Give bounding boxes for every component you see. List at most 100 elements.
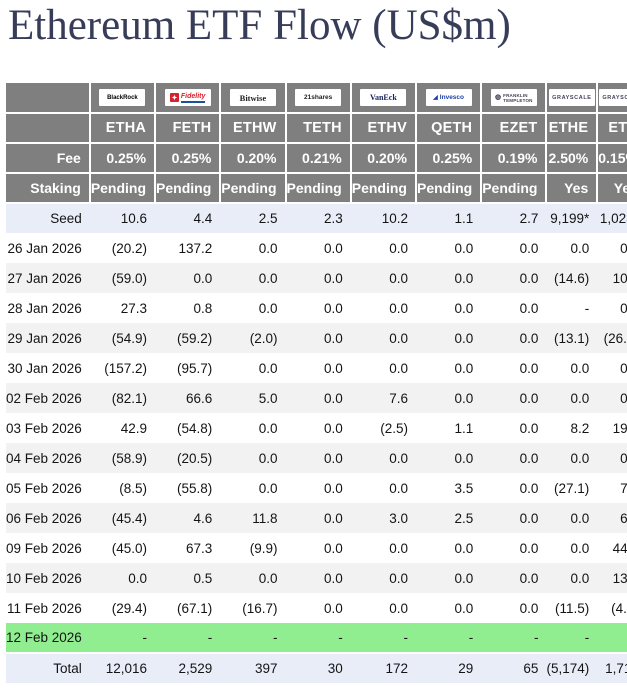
flow-value-cell: (20.2) [89, 233, 156, 264]
table-row: 03 Feb 2026 42.9 (54.8) 0.0 0.0 (2.5) 1.1 0.0 8.… [6, 413, 627, 444]
flow-value-cell: (2.5) [350, 413, 416, 444]
staking-cell: Pending [481, 173, 548, 205]
flow-value-cell: (45.0) [89, 533, 156, 564]
staking-cell: Pending [285, 173, 352, 205]
franklin-logo: ◍ FRANKLIN TEMPLETON [490, 89, 537, 107]
flow-value-cell: 137.2 [155, 233, 221, 264]
flow-value-cell: 42.9 [89, 413, 156, 444]
franklin-circle-icon: ◍ [495, 94, 502, 102]
flow-value-cell: 0.0 [220, 443, 286, 474]
flow-value-cell: 0.0 [350, 443, 416, 474]
invesco-triangle-icon: ◢ [433, 94, 438, 101]
flow-value-cell: 7.1 [597, 473, 627, 504]
provider-logo-cell: VanEck [350, 83, 417, 115]
row-label: 02 Feb 2026 [6, 383, 90, 414]
flow-value-cell: 0.0 [415, 353, 482, 384]
row-label: 09 Feb 2026 [6, 533, 90, 564]
row-label: 11 Feb 2026 [6, 593, 90, 624]
staking-cell: Yes [597, 173, 627, 205]
flow-value-cell: 0.0 [285, 503, 351, 534]
flow-value-cell: 397 [220, 652, 286, 684]
fee-cell: 0.25% [155, 143, 222, 175]
flow-value-cell: (95.7) [155, 353, 221, 384]
flow-value-cell: 2.5 [415, 503, 482, 534]
flow-value-cell: 0.0 [350, 533, 416, 564]
ticker-cell: EZET [481, 113, 548, 145]
flow-value-cell: 2,529 [155, 652, 221, 684]
flow-value-cell: 0.0 [89, 563, 156, 594]
flow-value-cell: 10.6 [89, 203, 156, 234]
flow-value-cell: 13.3 [597, 563, 627, 594]
flow-value-cell: 0.0 [285, 323, 351, 354]
flow-value-cell: (14.6) [546, 263, 598, 294]
ticker-cell: ETHV [350, 113, 417, 145]
staking-cell: Pending [350, 173, 417, 205]
provider-logo-cell: Bitwise [220, 83, 287, 115]
flow-value-cell: 2.7 [481, 203, 547, 234]
flow-value-cell: 0.0 [285, 413, 351, 444]
provider-logo-text: FRANKLIN TEMPLETON [503, 92, 533, 103]
flow-value-cell: 65 [481, 652, 547, 684]
staking-cell: Pending [220, 173, 287, 205]
flow-value-cell: 0.0 [481, 413, 547, 444]
row-label: 29 Jan 2026 [6, 323, 90, 354]
flow-value-cell: 0.0 [285, 293, 351, 324]
flow-value-cell: 0.0 [481, 353, 547, 384]
flow-value-cell: 0.0 [220, 473, 286, 504]
flow-value-cell: (82.1) [89, 383, 156, 414]
flow-value-cell: 0.0 [481, 323, 547, 354]
flow-value-cell: 11.8 [220, 503, 286, 534]
flow-value-cell: 2.5 [220, 203, 286, 234]
flow-value-cell: 30 [285, 652, 351, 684]
flow-value-cell: 0.0 [285, 263, 351, 294]
bitwise-logo: Bitwise [229, 89, 276, 107]
ticker-cell: FETH [155, 113, 222, 145]
flow-value-cell: 0.0 [350, 323, 416, 354]
flow-value-cell: - [481, 623, 547, 654]
flow-value-cell: 0.0 [546, 503, 598, 534]
row-label: 26 Jan 2026 [6, 233, 90, 264]
flow-value-cell: (4.4) [597, 593, 627, 624]
provider-logo-text: BlackRock [107, 94, 138, 101]
table-row: 26 Jan 2026 (20.2) 137.2 0.0 0.0 0.0 0.0 0.0 0.0… [6, 233, 627, 264]
fee-row: Fee 0.25% 0.25% 0.20% 0.21% 0.20% 0.25% 0.19% 2.… [6, 143, 627, 175]
flow-value-cell: 0.0 [415, 533, 482, 564]
flow-value-cell: (8.5) [89, 473, 156, 504]
flow-value-cell: 0.0 [415, 593, 482, 624]
provider-logo-text: GRAYSCALE [552, 94, 592, 101]
flow-value-cell: (11.5) [546, 593, 598, 624]
flow-value-cell: 0.0 [546, 353, 598, 384]
flow-value-cell: 0.0 [220, 413, 286, 444]
flow-value-cell: 0.0 [481, 473, 547, 504]
flow-value-cell: 0.0 [546, 383, 598, 414]
grayscale-logo: GRAYSCALE [548, 89, 595, 107]
flow-value-cell: 0.0 [597, 443, 627, 474]
row-label: 28 Jan 2026 [6, 293, 90, 324]
provider-logo-text: 21shares [304, 94, 333, 102]
staking-row-label: Staking [6, 173, 91, 205]
21shares-logo: 21shares [295, 89, 342, 107]
flow-value-cell: 0.0 [481, 383, 547, 414]
flow-value-cell: (20.5) [155, 443, 221, 474]
provider-logo-text: Invesco [439, 94, 465, 102]
row-label: 06 Feb 2026 [6, 503, 90, 534]
flow-value-cell: (59.2) [155, 323, 221, 354]
flow-value-cell: 0.0 [350, 593, 416, 624]
staking-cell: Pending [89, 173, 157, 205]
row-label: 05 Feb 2026 [6, 473, 90, 504]
flow-value-cell: 0.0 [285, 233, 351, 264]
flow-value-cell: (26.5) [597, 323, 627, 354]
flow-value-cell: 0.0 [415, 323, 482, 354]
flow-value-cell: (58.9) [89, 443, 156, 474]
fee-row-label: Fee [6, 143, 91, 175]
flow-value-cell: - [597, 623, 627, 654]
flow-value-cell: 12,016 [89, 652, 156, 684]
row-label: 27 Jan 2026 [6, 263, 90, 294]
flow-value-cell: 0.0 [285, 593, 351, 624]
flow-value-cell: 0.0 [220, 563, 286, 594]
flow-value-cell: 0.0 [350, 263, 416, 294]
table-row: 09 Feb 2026 (45.0) 67.3 (9.9) 0.0 0.0 0.0 0.0 0.… [6, 533, 627, 564]
flow-value-cell: 0.0 [285, 473, 351, 504]
ticker-cell: ETH [597, 113, 627, 145]
